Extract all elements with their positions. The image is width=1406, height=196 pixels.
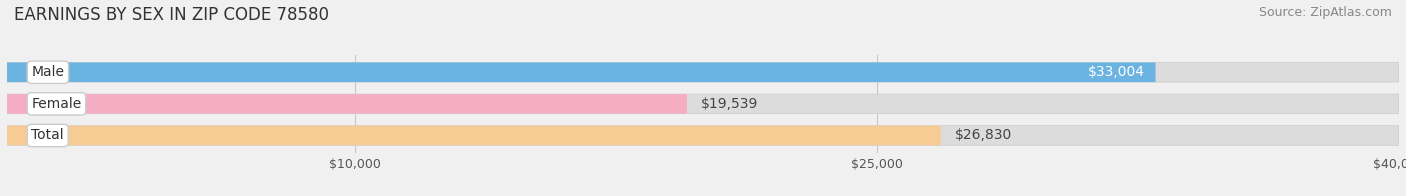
Text: Total: Total <box>31 129 65 142</box>
FancyBboxPatch shape <box>7 126 1399 145</box>
Text: Source: ZipAtlas.com: Source: ZipAtlas.com <box>1258 6 1392 19</box>
FancyBboxPatch shape <box>7 63 1156 82</box>
FancyBboxPatch shape <box>7 63 1399 82</box>
Text: Male: Male <box>31 65 65 79</box>
FancyBboxPatch shape <box>7 94 1399 114</box>
Text: EARNINGS BY SEX IN ZIP CODE 78580: EARNINGS BY SEX IN ZIP CODE 78580 <box>14 6 329 24</box>
Text: $33,004: $33,004 <box>1088 65 1144 79</box>
Text: Female: Female <box>31 97 82 111</box>
Text: $19,539: $19,539 <box>700 97 758 111</box>
FancyBboxPatch shape <box>7 94 688 114</box>
FancyBboxPatch shape <box>7 126 941 145</box>
Text: $26,830: $26,830 <box>955 129 1012 142</box>
